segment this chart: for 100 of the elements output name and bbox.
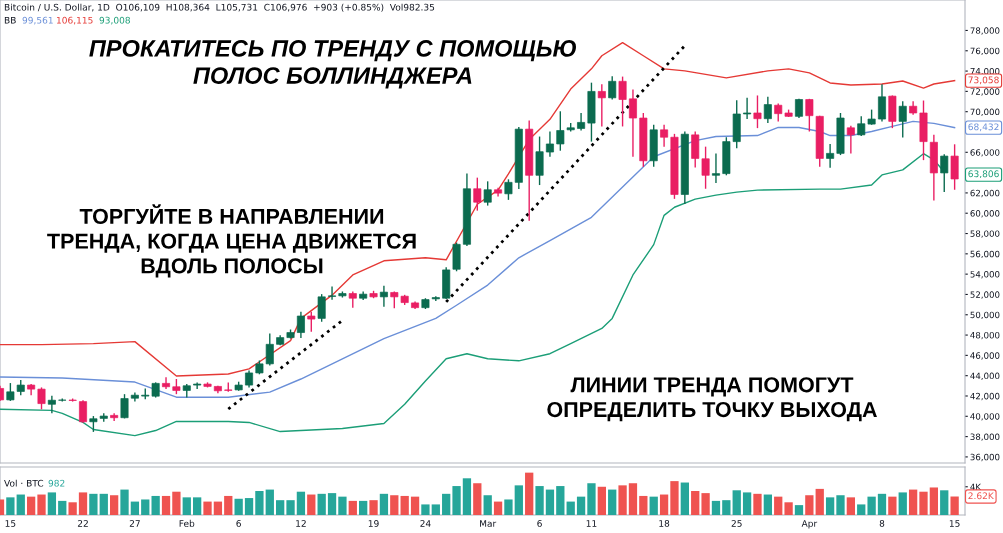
candlestick: [805, 98, 814, 133]
annotation: ТОРГУЙТЕ В НАПРАВЛЕНИИ ТРЕНДА, КОГДА ЦЕНА ДВИЖЕТСЯ ВДОЛЬ ПОЛОСЫ: [47, 204, 416, 278]
bar: [462, 478, 472, 515]
y-tick-label: 36,000: [970, 453, 1000, 462]
bar: [742, 492, 752, 515]
candlestick: [110, 412, 119, 422]
bar: [327, 493, 337, 515]
bar: [410, 496, 420, 515]
bar: [576, 496, 586, 515]
candlestick: [307, 310, 316, 333]
bar: [161, 495, 171, 515]
x-tick-label: 19: [368, 520, 379, 527]
bar: [307, 494, 316, 515]
bar: [753, 493, 762, 515]
bar: [701, 493, 710, 515]
bar: [691, 491, 700, 515]
y-tick-label: 72,000: [970, 88, 1000, 96]
y-tick-label: 52,000: [970, 291, 1000, 299]
x-tick-label: 22: [77, 520, 88, 527]
candlestick: [660, 124, 669, 148]
bar: [722, 500, 731, 515]
annotation: 68,432: [968, 123, 999, 132]
candlestick: [826, 143, 835, 169]
candlestick: [846, 125, 855, 155]
bar: [317, 493, 326, 515]
bar: [649, 496, 658, 515]
bar: [587, 483, 596, 515]
bar: [99, 493, 108, 515]
annotation: 99,561: [22, 16, 53, 25]
candlestick: [317, 293, 326, 323]
bar: [151, 495, 160, 515]
bar: [431, 504, 440, 515]
annotation: 93,008: [99, 16, 130, 25]
candlestick: [37, 386, 46, 411]
annotation: Vol · BTC: [4, 479, 44, 487]
candlestick: [628, 88, 637, 158]
bar: [16, 494, 25, 515]
bar: [296, 491, 306, 515]
bar: [867, 496, 876, 515]
bar: [234, 498, 243, 515]
bar: [929, 487, 939, 515]
bar: [670, 481, 679, 515]
x-tick-label: 27: [129, 520, 140, 527]
annotation: 73,058: [968, 76, 999, 85]
bar: [763, 494, 772, 515]
bar: [504, 499, 513, 515]
annotation: BB: [4, 16, 16, 24]
bar: [37, 494, 46, 515]
bar: [193, 497, 202, 515]
bar: [514, 485, 523, 515]
x-tick-label: 15: [949, 520, 960, 527]
bar: [556, 486, 565, 515]
bar: [659, 494, 669, 515]
x-tick-label: Feb: [179, 519, 195, 527]
bar: [888, 496, 897, 515]
bar: [452, 486, 461, 515]
bar: [224, 495, 233, 515]
candlestick: [473, 176, 482, 212]
bar: [597, 486, 606, 515]
bar: [940, 490, 949, 515]
y-tick-label: 44,000: [970, 372, 1000, 380]
annotation: ПРОКАТИТЕСЬ ПО ТРЕНДУ С ПОМОЩЬЮ ПОЛОС БОЛЛИНДЖЕРА: [89, 40, 576, 89]
candlestick: [504, 178, 513, 201]
bar: [628, 483, 638, 515]
candlestick: [711, 152, 720, 184]
y-tick-label: 56,000: [970, 250, 1000, 259]
candlestick: [162, 376, 170, 390]
annotation: ЛИНИИ ТРЕНДА ПОМОГУТ ОПРЕДЕЛИТЬ ТОЧКУ ВЫХОДА: [547, 377, 877, 422]
bar: [618, 485, 627, 515]
y-tick-label: 54,000: [970, 271, 1000, 279]
y-tick-label: 48,000: [970, 331, 1000, 340]
annotation: 2.62K: [968, 492, 994, 500]
y-tick-label: 74,000: [970, 67, 1000, 76]
bar: [846, 497, 856, 515]
bar: [493, 501, 503, 515]
line-series: [0, 41, 956, 377]
y-tick-label: 70,000: [970, 108, 1000, 116]
candlestick: [940, 153, 949, 193]
bar: [774, 496, 783, 515]
bar: [182, 497, 191, 515]
y-tick-label: 76,000: [970, 47, 1000, 56]
candlestick: [763, 96, 772, 124]
bar: [203, 501, 212, 515]
y-tick-label: 40,000: [970, 413, 1000, 421]
bar: [255, 491, 264, 515]
y-tick-label: 58,000: [970, 230, 1000, 238]
bar: [26, 496, 36, 515]
bar: [68, 502, 77, 515]
bar: [794, 505, 804, 515]
x-tick-label: 25: [731, 520, 742, 527]
bar: [47, 492, 57, 515]
x-tick-label: 6: [537, 520, 542, 527]
bar: [805, 495, 814, 515]
bar: [400, 495, 409, 515]
bar: [908, 489, 918, 515]
bar: [639, 495, 648, 515]
x-tick-label: 15: [5, 520, 16, 527]
y-tick-label: 60,000: [970, 210, 1000, 218]
bar: [784, 502, 793, 515]
candlestick: [483, 180, 492, 207]
